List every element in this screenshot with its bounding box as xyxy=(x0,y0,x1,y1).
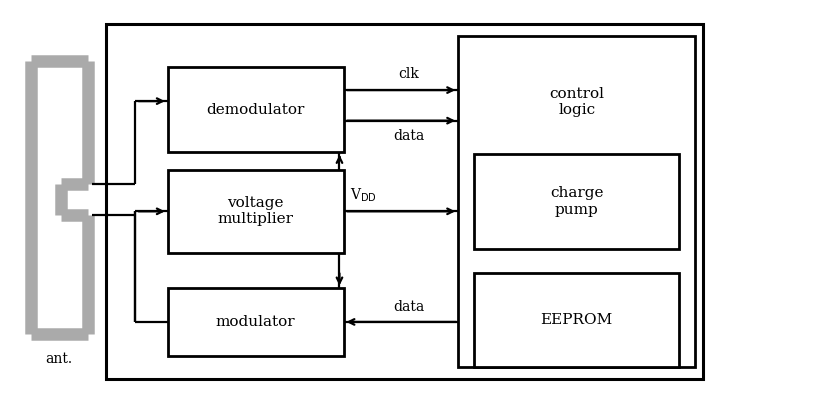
Bar xyxy=(458,36,695,367)
Text: clk: clk xyxy=(398,68,420,81)
Text: modulator: modulator xyxy=(216,315,295,329)
Text: demodulator: demodulator xyxy=(206,103,305,117)
Text: control
logic: control logic xyxy=(549,87,605,117)
Text: ant.: ant. xyxy=(45,352,73,367)
Bar xyxy=(168,170,344,253)
Bar xyxy=(168,67,344,152)
Text: voltage
multiplier: voltage multiplier xyxy=(218,196,294,226)
Text: EEPROM: EEPROM xyxy=(541,313,613,327)
Text: charge
pump: charge pump xyxy=(550,186,604,216)
Text: data: data xyxy=(393,128,425,143)
Bar xyxy=(474,154,679,249)
Text: V$_{\mathrm{DD}}$: V$_{\mathrm{DD}}$ xyxy=(350,187,377,204)
Bar xyxy=(106,24,703,379)
Bar xyxy=(168,288,344,356)
Text: data: data xyxy=(393,300,425,314)
Bar xyxy=(474,273,679,367)
